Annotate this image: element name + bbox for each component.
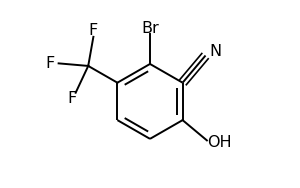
Text: N: N (209, 44, 221, 59)
Text: OH: OH (208, 135, 232, 150)
Text: F: F (89, 24, 98, 38)
Text: F: F (67, 91, 76, 106)
Text: Br: Br (141, 21, 159, 36)
Text: F: F (46, 56, 55, 71)
